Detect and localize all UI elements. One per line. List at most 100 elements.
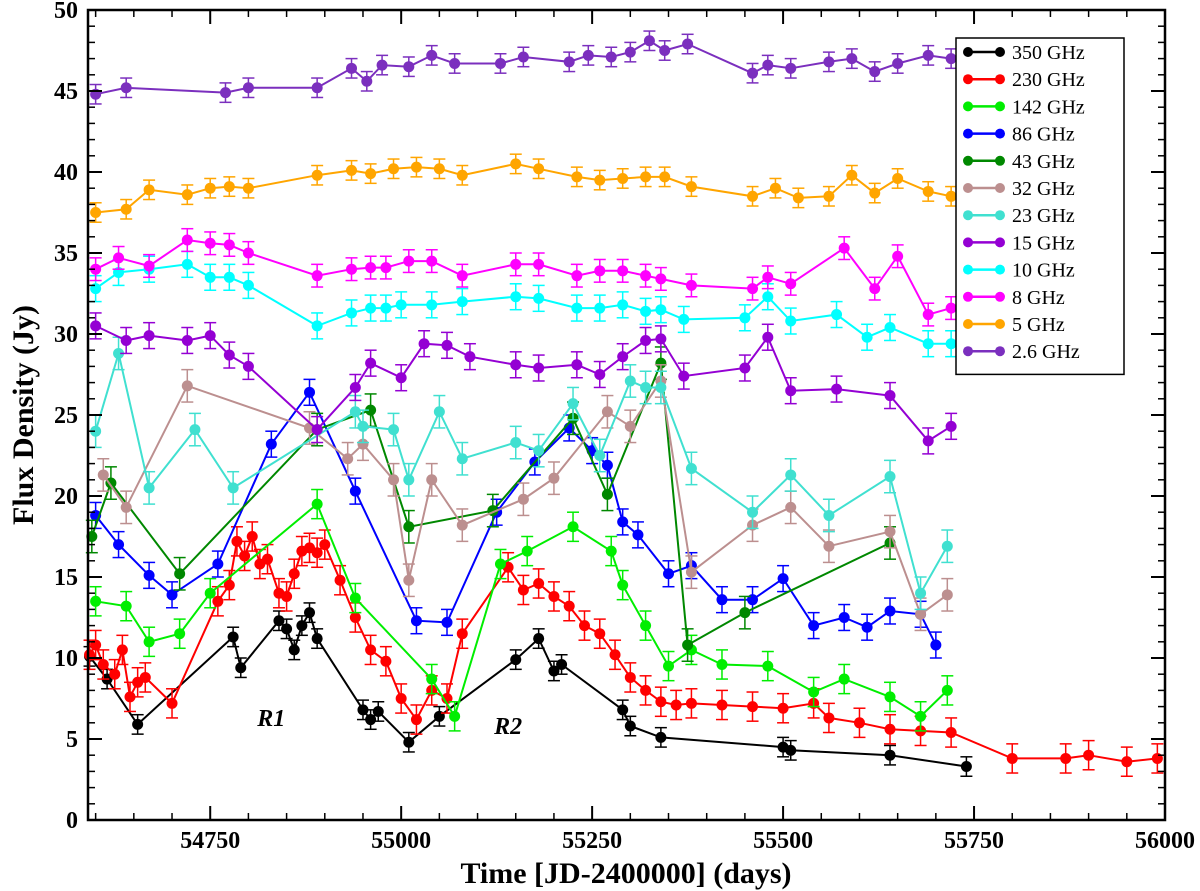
data-point: [678, 313, 690, 325]
legend-item: 230 GHz: [963, 69, 1085, 91]
data-point: [915, 587, 927, 599]
data-point: [838, 242, 850, 254]
data-point: [281, 623, 293, 635]
data-point: [884, 749, 896, 761]
data-point: [288, 568, 300, 580]
data-point: [227, 631, 239, 643]
data-point: [403, 474, 415, 486]
data-point: [349, 612, 361, 623]
legend-item: 8 GHz: [963, 287, 1065, 309]
series-line: [95, 324, 952, 443]
data-point: [510, 437, 522, 449]
data-point: [262, 553, 273, 565]
data-point: [655, 273, 667, 285]
data-point: [357, 420, 369, 432]
data-point: [716, 658, 728, 670]
data-point: [143, 482, 155, 494]
data-point: [372, 705, 384, 717]
data-point: [265, 438, 277, 450]
series-142-ghz: [89, 488, 954, 732]
data-point: [246, 531, 258, 542]
data-point: [510, 258, 522, 270]
data-point: [716, 594, 728, 606]
data-point: [884, 322, 896, 334]
data-point: [120, 334, 132, 346]
legend-item: 10 GHz: [963, 260, 1075, 282]
data-point: [846, 169, 858, 181]
data-point: [869, 187, 881, 199]
data-point: [143, 184, 155, 196]
data-point: [884, 691, 896, 703]
legend-marker: [995, 101, 1005, 112]
data-point: [533, 362, 545, 374]
data-point: [410, 615, 422, 627]
data-point: [838, 673, 850, 685]
data-point: [747, 283, 759, 295]
legend-label: 32 GHz: [1012, 178, 1075, 200]
axes: 0 5 10 15 20 25 30 35 40 45 50 54750 55000 55250 55500…: [54, 0, 1195, 854]
data-point: [349, 406, 361, 418]
data-point: [823, 712, 835, 724]
data-point: [682, 38, 694, 50]
data-point: [349, 381, 361, 393]
data-point: [319, 539, 331, 551]
data-point: [204, 330, 216, 342]
data-point: [223, 181, 235, 193]
y-axis-title: Flux Density (Jy): [7, 305, 40, 525]
data-point: [90, 425, 102, 437]
data-point: [941, 589, 953, 601]
legend-marker: [963, 210, 973, 221]
data-point: [785, 469, 797, 481]
data-point: [960, 761, 972, 773]
data-point: [395, 372, 407, 384]
data-point: [456, 519, 468, 531]
data-point: [380, 262, 392, 274]
data-point: [685, 462, 697, 474]
data-point: [762, 331, 774, 343]
data-point: [685, 279, 697, 291]
data-point: [655, 731, 667, 743]
data-point: [449, 710, 461, 722]
data-point: [456, 453, 468, 465]
series-350-ghz: [83, 602, 973, 778]
plot-marks: [83, 30, 1164, 778]
legend-marker: [995, 155, 1005, 166]
data-point: [365, 302, 377, 314]
data-point: [624, 720, 636, 732]
annotation-r1: R1: [256, 706, 285, 732]
series-line: [95, 162, 952, 214]
data-point: [456, 169, 468, 181]
data-point: [433, 163, 445, 175]
legend-marker: [963, 319, 973, 329]
data-point: [563, 56, 575, 68]
data-point: [831, 383, 843, 395]
data-point: [223, 579, 235, 591]
data-point: [311, 498, 323, 510]
data-point: [594, 265, 606, 277]
data-point: [930, 639, 942, 651]
data-point: [533, 633, 545, 645]
data-point: [892, 172, 904, 184]
data-point: [869, 283, 881, 295]
series-5-ghz: [89, 153, 958, 223]
data-point: [556, 658, 568, 670]
data-point: [945, 338, 957, 350]
data-point: [884, 605, 896, 617]
data-point: [120, 203, 132, 215]
data-point: [643, 35, 655, 47]
data-point: [433, 406, 445, 418]
data-point: [640, 684, 652, 696]
data-point: [624, 375, 636, 387]
data-point: [380, 655, 392, 667]
data-point: [617, 351, 629, 363]
data-point: [663, 568, 675, 580]
data-point: [915, 608, 927, 620]
data-point: [97, 658, 109, 670]
y-tick-label: 45: [54, 79, 78, 105]
data-point: [181, 258, 193, 270]
data-point: [181, 380, 193, 392]
data-point: [922, 185, 934, 197]
data-point: [311, 547, 323, 559]
data-point: [388, 424, 400, 436]
legend-label: 23 GHz: [1012, 205, 1075, 227]
